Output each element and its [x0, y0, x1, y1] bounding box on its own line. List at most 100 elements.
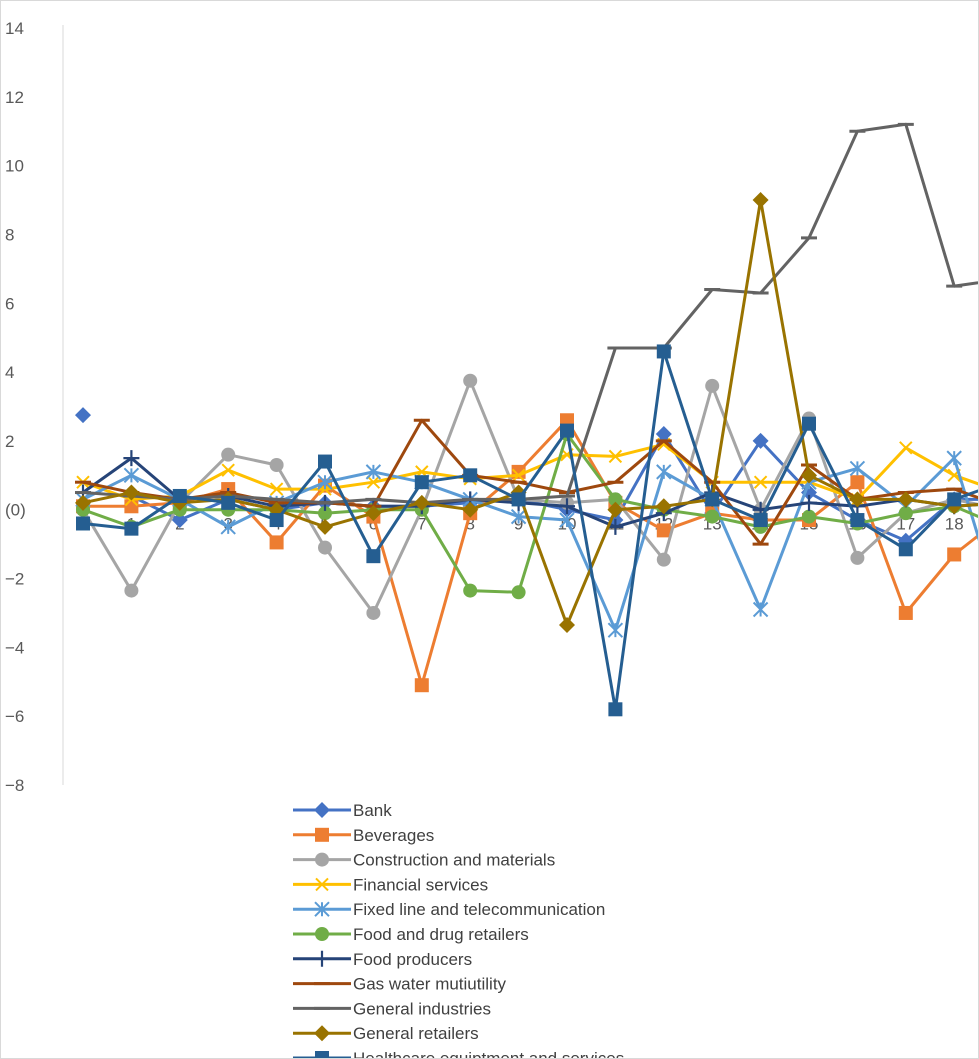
- data-point-healthcare-equiptment-and-services: [269, 513, 284, 528]
- data-point-general-retailers: [607, 501, 624, 518]
- legend-marker: [315, 852, 329, 867]
- y-tick-label: −4: [5, 638, 24, 657]
- series-line-gas-water-mutiutility: [82, 418, 978, 546]
- data-point-healthcare-equiptment-and-services: [947, 492, 962, 507]
- series-line-general-retailers: [82, 198, 978, 627]
- data-point-beverages: [414, 678, 429, 693]
- y-tick-label: 2: [5, 432, 14, 451]
- data-point-healthcare-equiptment-and-services: [221, 495, 236, 510]
- legend-marker: [314, 1025, 330, 1042]
- data-point-financial-services: [511, 468, 526, 483]
- data-point-construction-and-materials: [318, 540, 332, 555]
- data-point-healthcare-equiptment-and-services: [414, 475, 429, 490]
- data-point-bank: [171, 512, 188, 529]
- legend-label: General retailers: [353, 1024, 479, 1043]
- data-point-financial-services: [366, 475, 381, 489]
- data-point-healthcare-equiptment-and-services: [850, 513, 865, 528]
- data-point-fixed-line-and-telecommunication: [559, 512, 575, 528]
- legend-marker: [314, 950, 330, 967]
- legend-label: General industries: [353, 999, 491, 1018]
- legend-item: Food and drug retailers: [293, 925, 529, 944]
- data-point-food-producers: [607, 518, 624, 535]
- data-point-bank: [752, 432, 769, 449]
- legend-item: General retailers: [293, 1024, 479, 1043]
- legend-label: Food and drug retailers: [353, 925, 529, 944]
- data-point-general-retailers: [317, 518, 333, 535]
- series-general-retailers: [75, 192, 978, 633]
- data-point-healthcare-equiptment-and-services: [608, 702, 623, 717]
- data-point-food-and-drug-retailers: [463, 583, 478, 598]
- data-point-healthcare-equiptment-and-services: [802, 416, 816, 431]
- data-point-general-retailers: [365, 505, 382, 522]
- series-line-food-and-drug-retailers: [82, 432, 978, 594]
- data-point-food-producers: [123, 450, 140, 467]
- y-tick-label: −2: [5, 570, 24, 589]
- data-point-financial-services: [753, 475, 768, 489]
- series-healthcare-equiptment-and-services: [76, 344, 978, 717]
- y-tick-label: −8: [5, 776, 24, 795]
- data-point-general-retailers: [655, 498, 672, 515]
- x-tick-label: 8: [465, 515, 474, 534]
- y-tick-label: −6: [5, 707, 24, 726]
- data-point-financial-services: [269, 482, 284, 496]
- data-point-financial-services: [221, 463, 235, 477]
- data-point-beverages: [656, 523, 671, 538]
- legend-item: Food producers: [293, 950, 472, 969]
- data-point-food-producers: [801, 494, 817, 511]
- data-point-food-and-drug-retailers: [802, 509, 816, 524]
- axes: 1412108642(0)−2−4−6−80123456789101112131…: [5, 19, 964, 795]
- series-gas-water-mutiutility: [75, 418, 978, 546]
- y-tick-label: 4: [5, 363, 14, 382]
- data-point-healthcare-equiptment-and-services: [560, 423, 574, 438]
- data-point-beverages: [269, 535, 284, 550]
- y-tick-label: (0): [5, 501, 26, 520]
- data-point-fixed-line-and-telecommunication: [752, 601, 769, 618]
- series-general-industries: [75, 122, 978, 505]
- data-point-construction-and-materials: [656, 552, 671, 567]
- data-point-construction-and-materials: [269, 457, 284, 472]
- data-point-healthcare-equiptment-and-services: [124, 521, 139, 536]
- y-tick-label: 6: [5, 294, 14, 313]
- data-point-general-retailers: [268, 501, 285, 518]
- data-point-food-and-drug-retailers: [608, 492, 623, 507]
- data-point-fixed-line-and-telecommunication: [123, 467, 140, 484]
- data-point-healthcare-equiptment-and-services: [705, 492, 720, 507]
- data-point-healthcare-equiptment-and-services: [511, 492, 526, 507]
- series-line-general-industries: [82, 122, 978, 505]
- data-point-financial-services: [899, 441, 913, 455]
- data-point-fixed-line-and-telecommunication: [365, 464, 382, 480]
- data-point-beverages: [947, 547, 962, 562]
- data-point-construction-and-materials: [221, 447, 236, 462]
- legend-marker: [315, 927, 329, 941]
- legend-label: Healthcare equiptment and services: [353, 1049, 624, 1058]
- data-point-food-and-drug-retailers: [318, 506, 332, 521]
- legend-item: Bank: [293, 801, 392, 820]
- data-point-general-retailers: [897, 491, 914, 508]
- data-point-construction-and-materials: [463, 373, 478, 388]
- legend-marker: [314, 802, 330, 818]
- legend-label: Food producers: [353, 950, 472, 969]
- data-point-general-retailers: [413, 494, 430, 511]
- x-tick-label: 18: [945, 515, 964, 534]
- y-tick-label: 8: [5, 225, 14, 244]
- data-point-healthcare-equiptment-and-services: [172, 488, 187, 503]
- legend-label: Construction and materials: [353, 851, 555, 870]
- legend-item: Gas water mutiutility: [293, 975, 507, 994]
- x-tick-label: 6: [369, 515, 378, 534]
- data-point-healthcare-equiptment-and-services: [753, 513, 768, 528]
- series-bank: [75, 407, 978, 549]
- data-point-construction-and-materials: [850, 550, 865, 565]
- legend-item: Healthcare equiptment and services: [293, 1049, 624, 1058]
- legend-label: Bank: [353, 801, 392, 820]
- series-beverages: [76, 413, 978, 693]
- series-line-healthcare-equiptment-and-services: [82, 349, 978, 711]
- data-point-general-retailers: [75, 494, 91, 511]
- legend-item: Fixed line and telecommunication: [293, 900, 605, 919]
- data-point-general-retailers: [559, 616, 575, 633]
- data-point-general-retailers: [752, 192, 769, 209]
- data-point-general-retailers: [849, 491, 866, 508]
- data-point-food-and-drug-retailers: [511, 585, 526, 600]
- data-point-food-and-drug-retailers: [898, 506, 913, 521]
